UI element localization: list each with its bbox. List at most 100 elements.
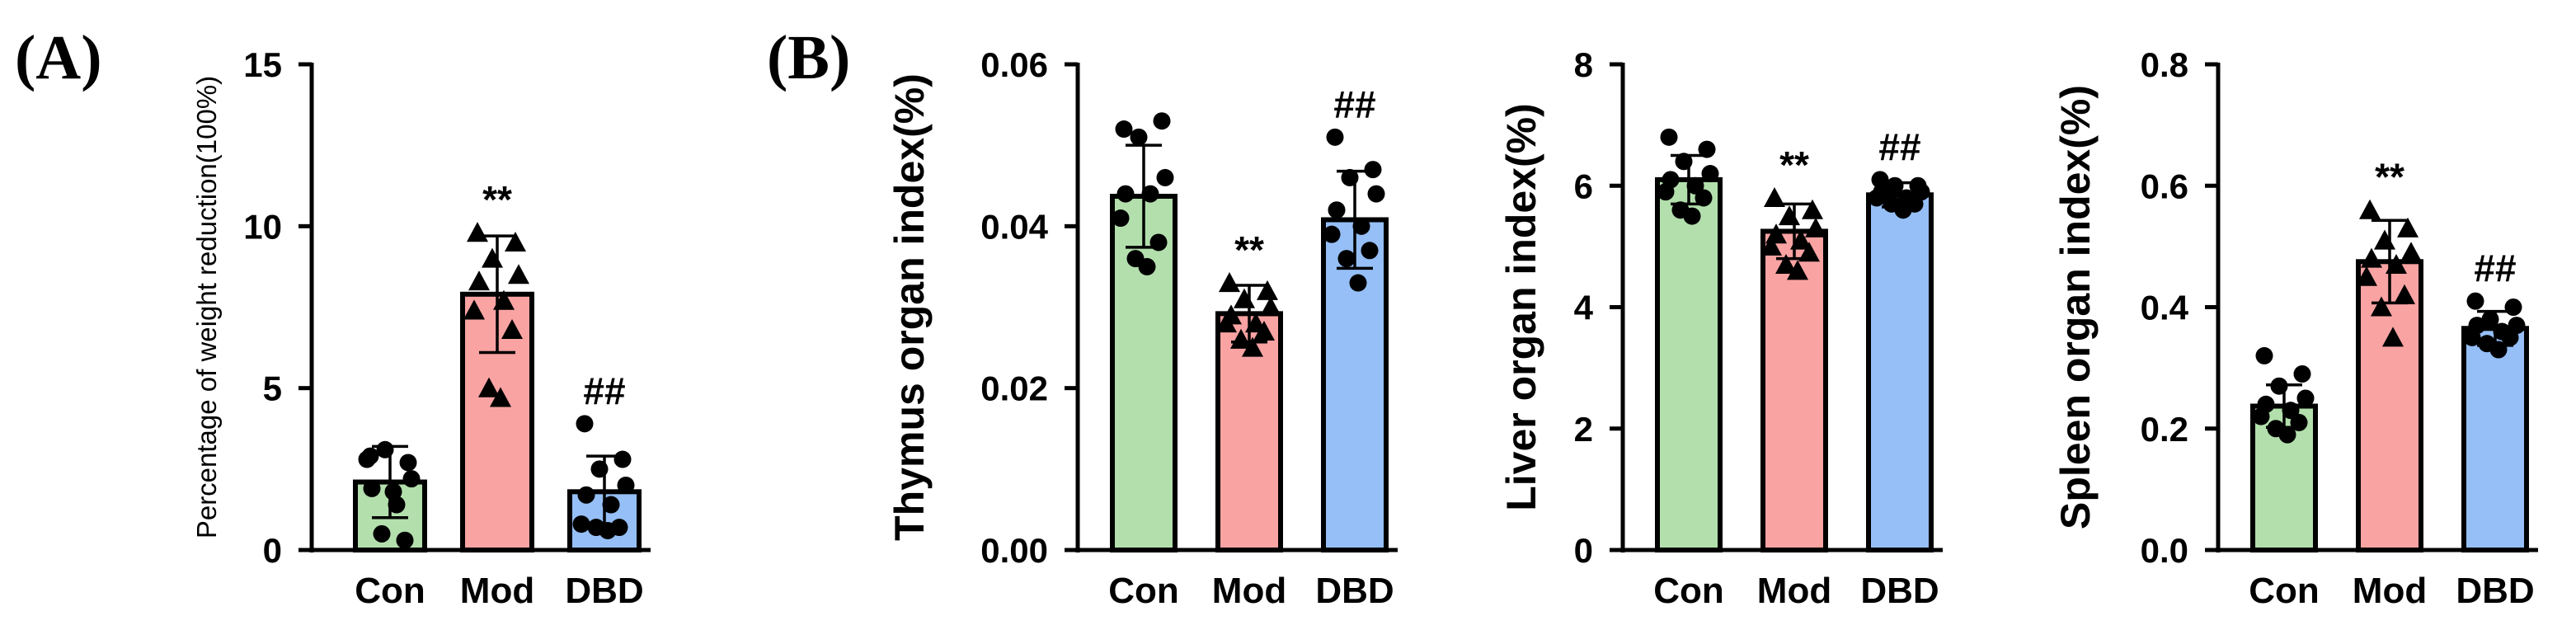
panel-a-label: (A) bbox=[15, 23, 102, 92]
bar-mod bbox=[2356, 259, 2423, 552]
y-tick-label: 0 bbox=[263, 531, 282, 570]
y-tick-label: 5 bbox=[263, 369, 282, 408]
data-point-mod bbox=[2397, 217, 2419, 237]
data-point-con bbox=[1153, 112, 1171, 130]
bar-dbd bbox=[1866, 192, 1934, 552]
y-tick-label: 15 bbox=[243, 45, 282, 84]
y-tick-label: 0 bbox=[1574, 531, 1593, 570]
y-tick-label: 0.06 bbox=[980, 45, 1048, 84]
x-tick-label-mod: Mod bbox=[2353, 571, 2427, 611]
y-tick-label: 0.02 bbox=[980, 369, 1048, 408]
data-point-mod bbox=[482, 247, 503, 268]
x-tick-label-dbd: DBD bbox=[2456, 571, 2534, 611]
data-point-con bbox=[402, 470, 421, 488]
data-point-mod bbox=[1779, 205, 1800, 226]
significance-mark-dbd: ## bbox=[1333, 82, 1375, 125]
data-point-mod bbox=[493, 289, 515, 310]
data-point-mod bbox=[2386, 253, 2407, 275]
data-point-mod bbox=[2371, 296, 2392, 317]
data-point-con bbox=[1695, 189, 1713, 207]
data-point-dbd bbox=[2504, 299, 2522, 316]
data-point-mod bbox=[2374, 229, 2395, 250]
y-tick-label: 0.2 bbox=[2141, 410, 2188, 449]
data-point-mod bbox=[2361, 247, 2382, 268]
data-point-mod bbox=[508, 264, 529, 284]
data-point-dbd bbox=[572, 515, 590, 534]
data-point-dbd bbox=[1337, 250, 1356, 268]
y-axis-label: Percentage of weight reduction(100%) bbox=[191, 76, 222, 538]
y-tick-label: 6 bbox=[1574, 167, 1593, 205]
chart-weight-reduction: Con ** Mod ## DBD 0 5 10 15 Percentage of weight … bbox=[191, 45, 651, 611]
data-point-mod bbox=[2382, 327, 2404, 347]
y-tick-label: 2 bbox=[1574, 410, 1593, 449]
bar-mod bbox=[1760, 228, 1828, 552]
data-point-con bbox=[1675, 153, 1693, 171]
data-point-mod bbox=[1775, 253, 1797, 275]
data-point-mod bbox=[1242, 336, 1263, 357]
y-tick-label: 0.4 bbox=[2141, 289, 2189, 327]
data-point-con bbox=[1141, 185, 1159, 203]
x-tick-label-mod: Mod bbox=[1757, 571, 1831, 611]
data-point-con bbox=[1115, 120, 1133, 139]
data-point-dbd bbox=[1349, 274, 1367, 292]
y-tick-label: 0.8 bbox=[2141, 45, 2188, 84]
x-tick-label-mod: Mod bbox=[460, 571, 534, 611]
data-point-dbd bbox=[1328, 201, 1346, 219]
data-point-dbd bbox=[1352, 217, 1370, 235]
data-point-dbd bbox=[599, 521, 617, 539]
panel-b-label: (B) bbox=[767, 23, 850, 92]
data-point-mod bbox=[1234, 288, 1255, 308]
data-point-mod bbox=[463, 299, 485, 320]
data-point-dbd bbox=[617, 476, 635, 494]
data-point-mod bbox=[2356, 266, 2377, 286]
data-point-mod bbox=[1257, 280, 1278, 300]
data-point-dbd bbox=[1886, 176, 1904, 195]
y-tick-label: 8 bbox=[1574, 45, 1593, 84]
chart-thymus-index: Con ** Mod ## DBD 0.00 0.02 0.04 0.06 Thymus orga… bbox=[886, 45, 1398, 611]
data-point-con bbox=[384, 482, 402, 501]
data-point-mod bbox=[2400, 242, 2422, 262]
data-point-mod bbox=[2359, 199, 2381, 219]
chart-spleen-index: Con ** Mod ## DBD 0.0 0.2 0.4 0.6 0.8 Spleen organ… bbox=[2052, 45, 2538, 611]
data-point-con bbox=[1686, 176, 1704, 195]
x-tick-label-con: Con bbox=[2249, 571, 2320, 611]
data-point-con bbox=[1698, 140, 1716, 158]
y-tick-label: 0.6 bbox=[2141, 167, 2188, 205]
data-point-dbd bbox=[613, 450, 632, 468]
data-point-dbd bbox=[1894, 201, 1912, 219]
data-point-con bbox=[2282, 402, 2300, 420]
significance-mark-dbd: ## bbox=[583, 369, 625, 412]
significance-mark-dbd: ## bbox=[1878, 125, 1920, 168]
data-point-dbd bbox=[590, 460, 609, 478]
data-point-mod bbox=[1805, 217, 1826, 237]
data-point-mod bbox=[1219, 272, 1240, 293]
data-point-con bbox=[1156, 168, 1174, 186]
bar-con bbox=[1110, 194, 1178, 553]
y-tick-label: 4 bbox=[1574, 289, 1594, 327]
data-point-con bbox=[2296, 389, 2315, 407]
data-point-con bbox=[1130, 128, 1148, 146]
y-tick-label: 0.0 bbox=[2141, 531, 2188, 570]
data-point-dbd bbox=[602, 496, 620, 514]
data-point-mod bbox=[505, 231, 526, 252]
data-point-con bbox=[399, 454, 417, 472]
x-tick-label-dbd: DBD bbox=[1315, 571, 1394, 611]
data-point-con bbox=[396, 531, 414, 549]
data-point-con bbox=[1149, 233, 1168, 252]
data-point-mod bbox=[1260, 296, 1281, 317]
data-point-mod bbox=[1798, 242, 1820, 262]
x-tick-label-con: Con bbox=[355, 571, 425, 611]
data-point-con bbox=[1701, 165, 1719, 183]
data-point-mod bbox=[1760, 235, 1782, 256]
data-point-mod bbox=[490, 387, 511, 407]
data-point-mod bbox=[478, 377, 500, 397]
data-point-con bbox=[1116, 185, 1135, 203]
data-point-con bbox=[1660, 128, 1678, 146]
data-point-dbd bbox=[2501, 328, 2519, 346]
x-tick-label-mod: Mod bbox=[1212, 571, 1286, 611]
data-point-mod bbox=[1764, 186, 1785, 208]
data-point-dbd bbox=[577, 486, 595, 504]
data-point-con bbox=[2293, 364, 2311, 383]
data-point-con bbox=[1683, 207, 1701, 225]
data-point-mod bbox=[1802, 199, 1823, 219]
